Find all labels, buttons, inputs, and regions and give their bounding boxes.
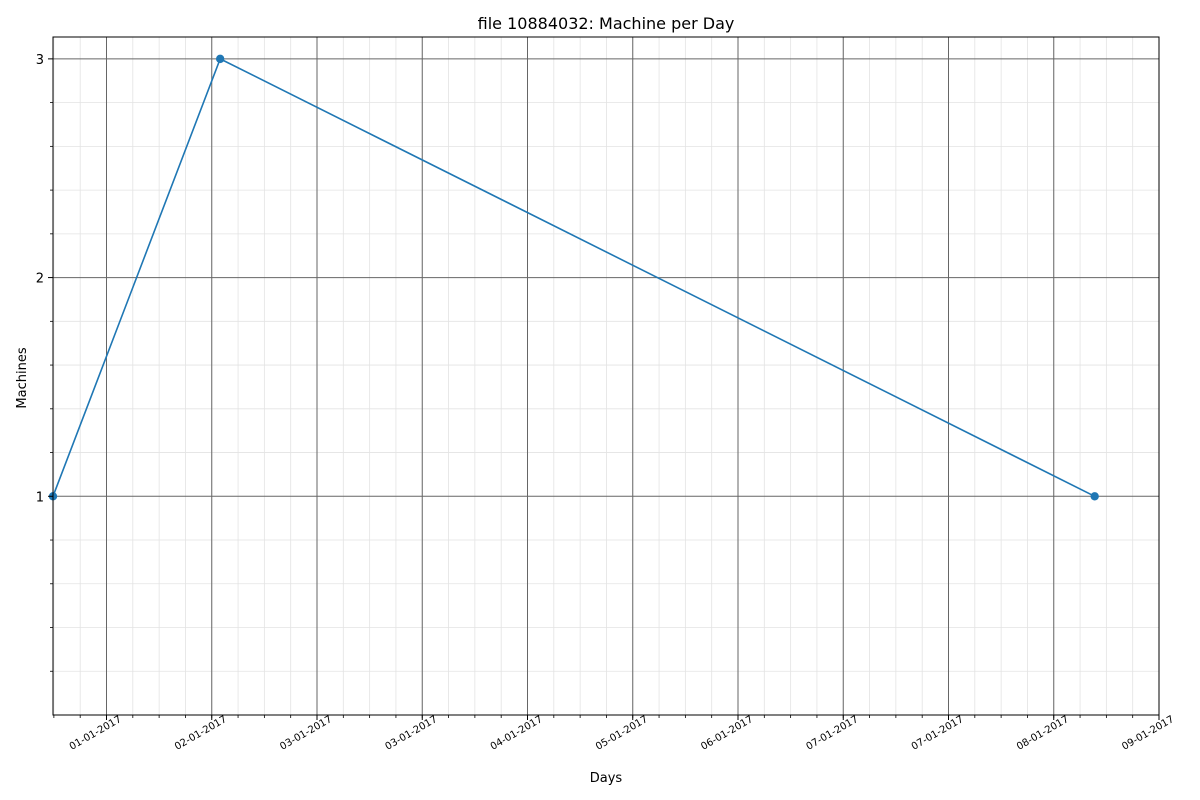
x-axis-label: Days xyxy=(590,771,623,786)
y-axis-ticks: 1 2 3 xyxy=(36,53,53,672)
major-grid xyxy=(53,37,1159,715)
data-point xyxy=(1090,492,1099,501)
y-tick-label: 1 xyxy=(36,490,44,505)
data-point xyxy=(215,54,225,64)
y-axis-label: Machines xyxy=(15,347,30,408)
y-tick-label: 3 xyxy=(36,53,44,68)
y-tick-label: 2 xyxy=(36,272,44,287)
plot-frame xyxy=(52,36,1160,716)
chart-title: file 10884032: Machine per Day xyxy=(478,14,735,33)
